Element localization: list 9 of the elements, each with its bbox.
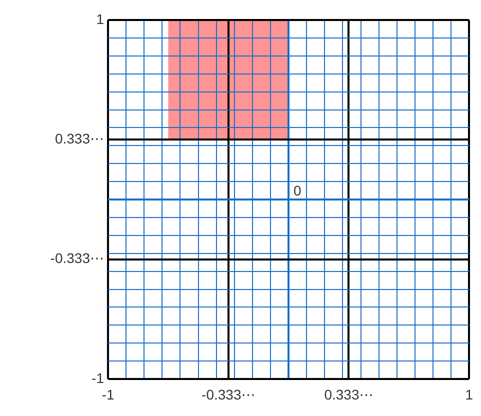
- x-tick-label: 0.333⋯: [324, 386, 374, 402]
- x-tick-label: -0.333⋯: [202, 386, 256, 402]
- y-tick-label: -1: [92, 370, 104, 386]
- x-tick-label: -1: [102, 386, 114, 402]
- y-tick-label: -0.333⋯: [50, 250, 104, 266]
- y-tick-label: 0.333⋯: [54, 130, 104, 147]
- x-tick-label: 1: [465, 386, 474, 402]
- annotation: 0: [294, 182, 302, 198]
- y-tick-label: 1: [96, 10, 104, 27]
